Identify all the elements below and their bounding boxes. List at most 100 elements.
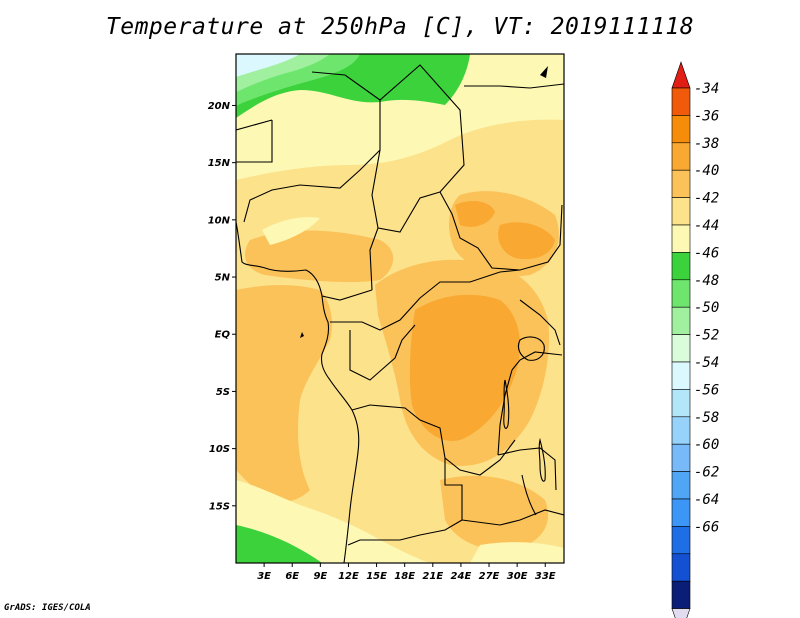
colorbar-swatch — [671, 416, 691, 445]
colorbar-label: -34 — [694, 81, 719, 97]
field-warm-south — [440, 475, 549, 551]
border-1 — [236, 120, 273, 163]
border-4 — [243, 100, 381, 223]
lon-tick-label: 33E — [535, 571, 556, 582]
field-warm-north — [245, 230, 394, 283]
border-9 — [321, 289, 373, 301]
border-11 — [349, 324, 416, 381]
border-3 — [311, 64, 465, 193]
longitude-axis: 3E 6E 9E 12E 15E 18E 21E 24E 27E 30E 33E — [257, 563, 556, 582]
border-15 — [351, 404, 516, 476]
colorbar-swatch — [671, 526, 691, 555]
colorbar-swatch — [671, 443, 691, 472]
colorbar-label: -62 — [694, 465, 719, 481]
lon-tick-label: 21E — [422, 571, 443, 582]
lake-victoria — [517, 336, 545, 361]
colorbar-label: -42 — [694, 191, 719, 207]
colorbar-label: -66 — [694, 519, 719, 535]
border-16 — [347, 458, 463, 546]
colorbar-swatch — [671, 306, 691, 335]
field-green-southwest — [236, 525, 322, 563]
lake-malawi — [538, 439, 546, 482]
coastline-west — [236, 221, 360, 563]
colorbar-label: -48 — [694, 273, 719, 289]
colorbar-swatch — [671, 580, 691, 609]
border-18 — [497, 447, 557, 491]
colorbar-swatch — [671, 169, 691, 198]
colorbar-swatch — [671, 334, 691, 363]
colorbar-top-triangle — [671, 61, 691, 89]
colorbar: -34 -36 -38 -40 -42 -44 -46 -48 -50 -52 -54 -56 -58 -… — [671, 61, 719, 618]
colorbar-swatch — [671, 252, 691, 281]
colorbar-label: -56 — [694, 382, 719, 398]
field-cool-streak — [262, 217, 320, 245]
lon-tick-label: 6E — [285, 571, 299, 582]
colorbar-label: -46 — [694, 245, 719, 261]
lake-tanganyika — [503, 379, 510, 429]
lon-tick-label: 15E — [366, 571, 387, 582]
colorbar-label: -50 — [694, 300, 719, 316]
lat-tick-label: 10N — [208, 215, 231, 226]
colorbar-label: -54 — [694, 355, 719, 371]
chart-title: Temperature at 250hPa [C], VT: 201911111… — [105, 14, 695, 40]
lon-tick-label: 3E — [257, 571, 271, 582]
colorbar-swatch — [671, 389, 691, 418]
lon-tick-label: 9E — [313, 571, 327, 582]
lon-tick-label: 27E — [479, 571, 500, 582]
colorbar-swatch — [671, 197, 691, 226]
lon-tick-label: 18E — [394, 571, 415, 582]
island-north — [540, 66, 548, 78]
lat-tick-label: 5S — [216, 387, 230, 398]
lat-tick-label: 10S — [209, 444, 230, 455]
field-warmer-north — [455, 200, 495, 227]
lat-tick-label: 5N — [215, 273, 231, 284]
field-ice-corner — [236, 54, 300, 77]
colorbar-swatch — [671, 142, 691, 171]
colorbar-label: -58 — [694, 410, 719, 426]
colorbar-bottom-triangle — [671, 608, 691, 618]
colorbar-swatch — [671, 361, 691, 390]
border-13 — [511, 351, 563, 371]
small-features — [300, 66, 548, 338]
border-2 — [236, 119, 273, 131]
border-7 — [464, 83, 564, 89]
lon-tick-label: 24E — [451, 571, 472, 582]
colorbar-label: -38 — [694, 136, 719, 152]
border-17 — [461, 509, 564, 526]
border-10 — [330, 269, 521, 331]
border-14 — [497, 369, 513, 456]
border-19 — [521, 474, 537, 516]
lat-tick-label: 15N — [208, 158, 231, 169]
border-8 — [377, 191, 441, 233]
lon-tick-label: 12E — [338, 571, 359, 582]
country-borders — [236, 64, 564, 563]
grads-credit: GrADS: IGES/COLA — [4, 603, 91, 613]
lat-tick-label: 15S — [209, 501, 230, 512]
field-warmer-central — [409, 294, 520, 441]
colorbar-label: -44 — [694, 218, 719, 234]
colorbar-label: -40 — [694, 163, 719, 179]
lat-tick-label: EQ — [215, 330, 231, 341]
border-6 — [439, 191, 563, 271]
colorbar-swatch — [671, 471, 691, 500]
colorbar-swatch — [671, 87, 691, 116]
lon-tick-label: 30E — [507, 571, 528, 582]
colorbar-swatch — [671, 279, 691, 308]
temperature-field — [236, 54, 564, 563]
colorbar-label: -64 — [694, 492, 719, 508]
colorbar-swatch — [671, 224, 691, 253]
field-warmer-east — [498, 222, 555, 260]
lat-tick-label: 20N — [208, 101, 231, 112]
colorbar-label: -52 — [694, 328, 719, 344]
colorbar-label: -36 — [694, 108, 719, 124]
colorbar-swatch — [671, 115, 691, 144]
field-cool-southeast — [470, 542, 564, 563]
latitude-axis: 20N 15N 10N 5N EQ 5S 10S 15S — [208, 101, 236, 512]
island-west — [300, 332, 304, 338]
colorbar-label: -60 — [694, 437, 719, 453]
border-12 — [519, 299, 561, 346]
colorbar-swatch — [671, 553, 691, 582]
map-frame — [235, 53, 565, 564]
colorbar-swatch — [671, 498, 691, 527]
